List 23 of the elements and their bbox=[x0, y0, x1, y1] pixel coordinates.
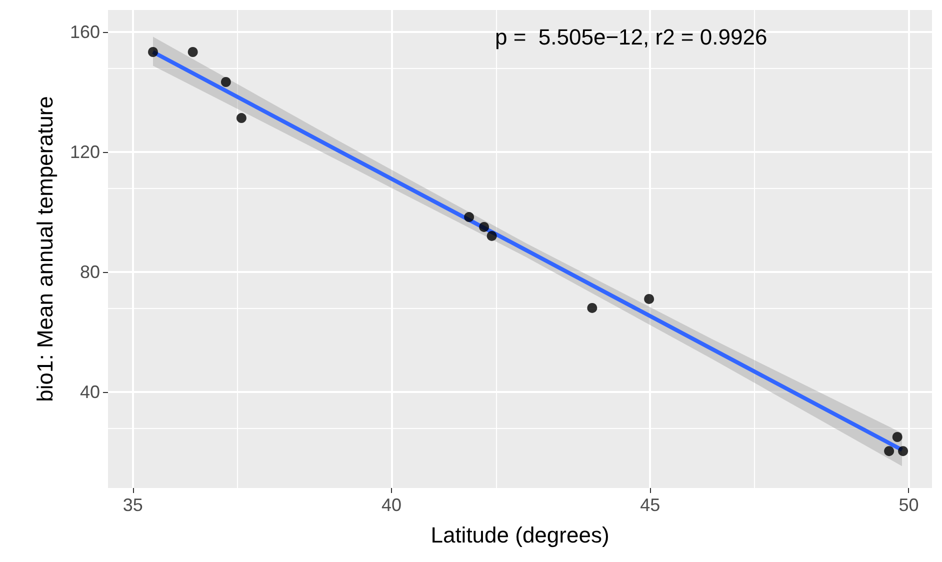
point bbox=[236, 113, 246, 124]
point bbox=[644, 294, 654, 304]
point bbox=[188, 47, 198, 58]
x-tick-label: 50 bbox=[898, 495, 919, 515]
point bbox=[220, 77, 231, 88]
point bbox=[479, 222, 490, 232]
point bbox=[884, 446, 894, 456]
y-tick-label: 160 bbox=[70, 22, 100, 42]
point bbox=[898, 446, 908, 456]
point bbox=[892, 432, 902, 442]
y-tick-label: 120 bbox=[70, 142, 100, 162]
point bbox=[464, 212, 474, 222]
x-axis-title: Latitude (degrees) bbox=[430, 522, 610, 548]
point bbox=[587, 302, 598, 313]
x-tick-label: 40 bbox=[381, 495, 402, 515]
x-tick-label: 45 bbox=[640, 495, 660, 515]
point bbox=[148, 47, 158, 58]
y-axis-title: bio1: Mean annual temperature bbox=[32, 96, 58, 402]
y-tick-label: 80 bbox=[80, 262, 100, 282]
point bbox=[486, 230, 497, 241]
annotation: p = 5.505e−12, r2 = 0.9926 bbox=[495, 24, 768, 50]
x-tick-label: 35 bbox=[122, 495, 143, 515]
y-tick-label: 40 bbox=[80, 382, 100, 402]
